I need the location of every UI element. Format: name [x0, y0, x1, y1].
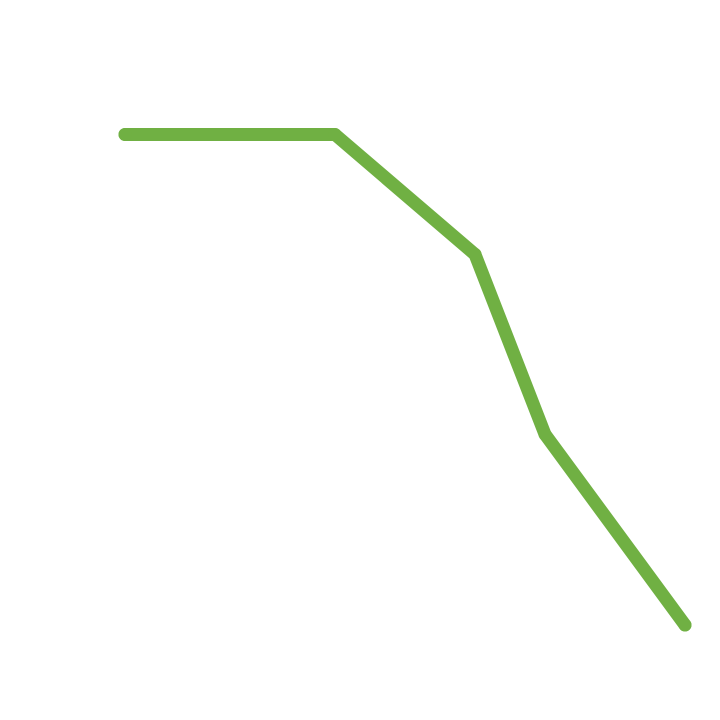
data-point-0-0: [118, 128, 132, 141]
series-line-0: [118, 128, 692, 632]
data-point-0-4: [678, 618, 692, 632]
data-point-0-2: [468, 247, 482, 261]
data-point-0-3: [538, 427, 552, 441]
series-layer: [118, 128, 692, 632]
data-point-0-1: [328, 128, 342, 141]
